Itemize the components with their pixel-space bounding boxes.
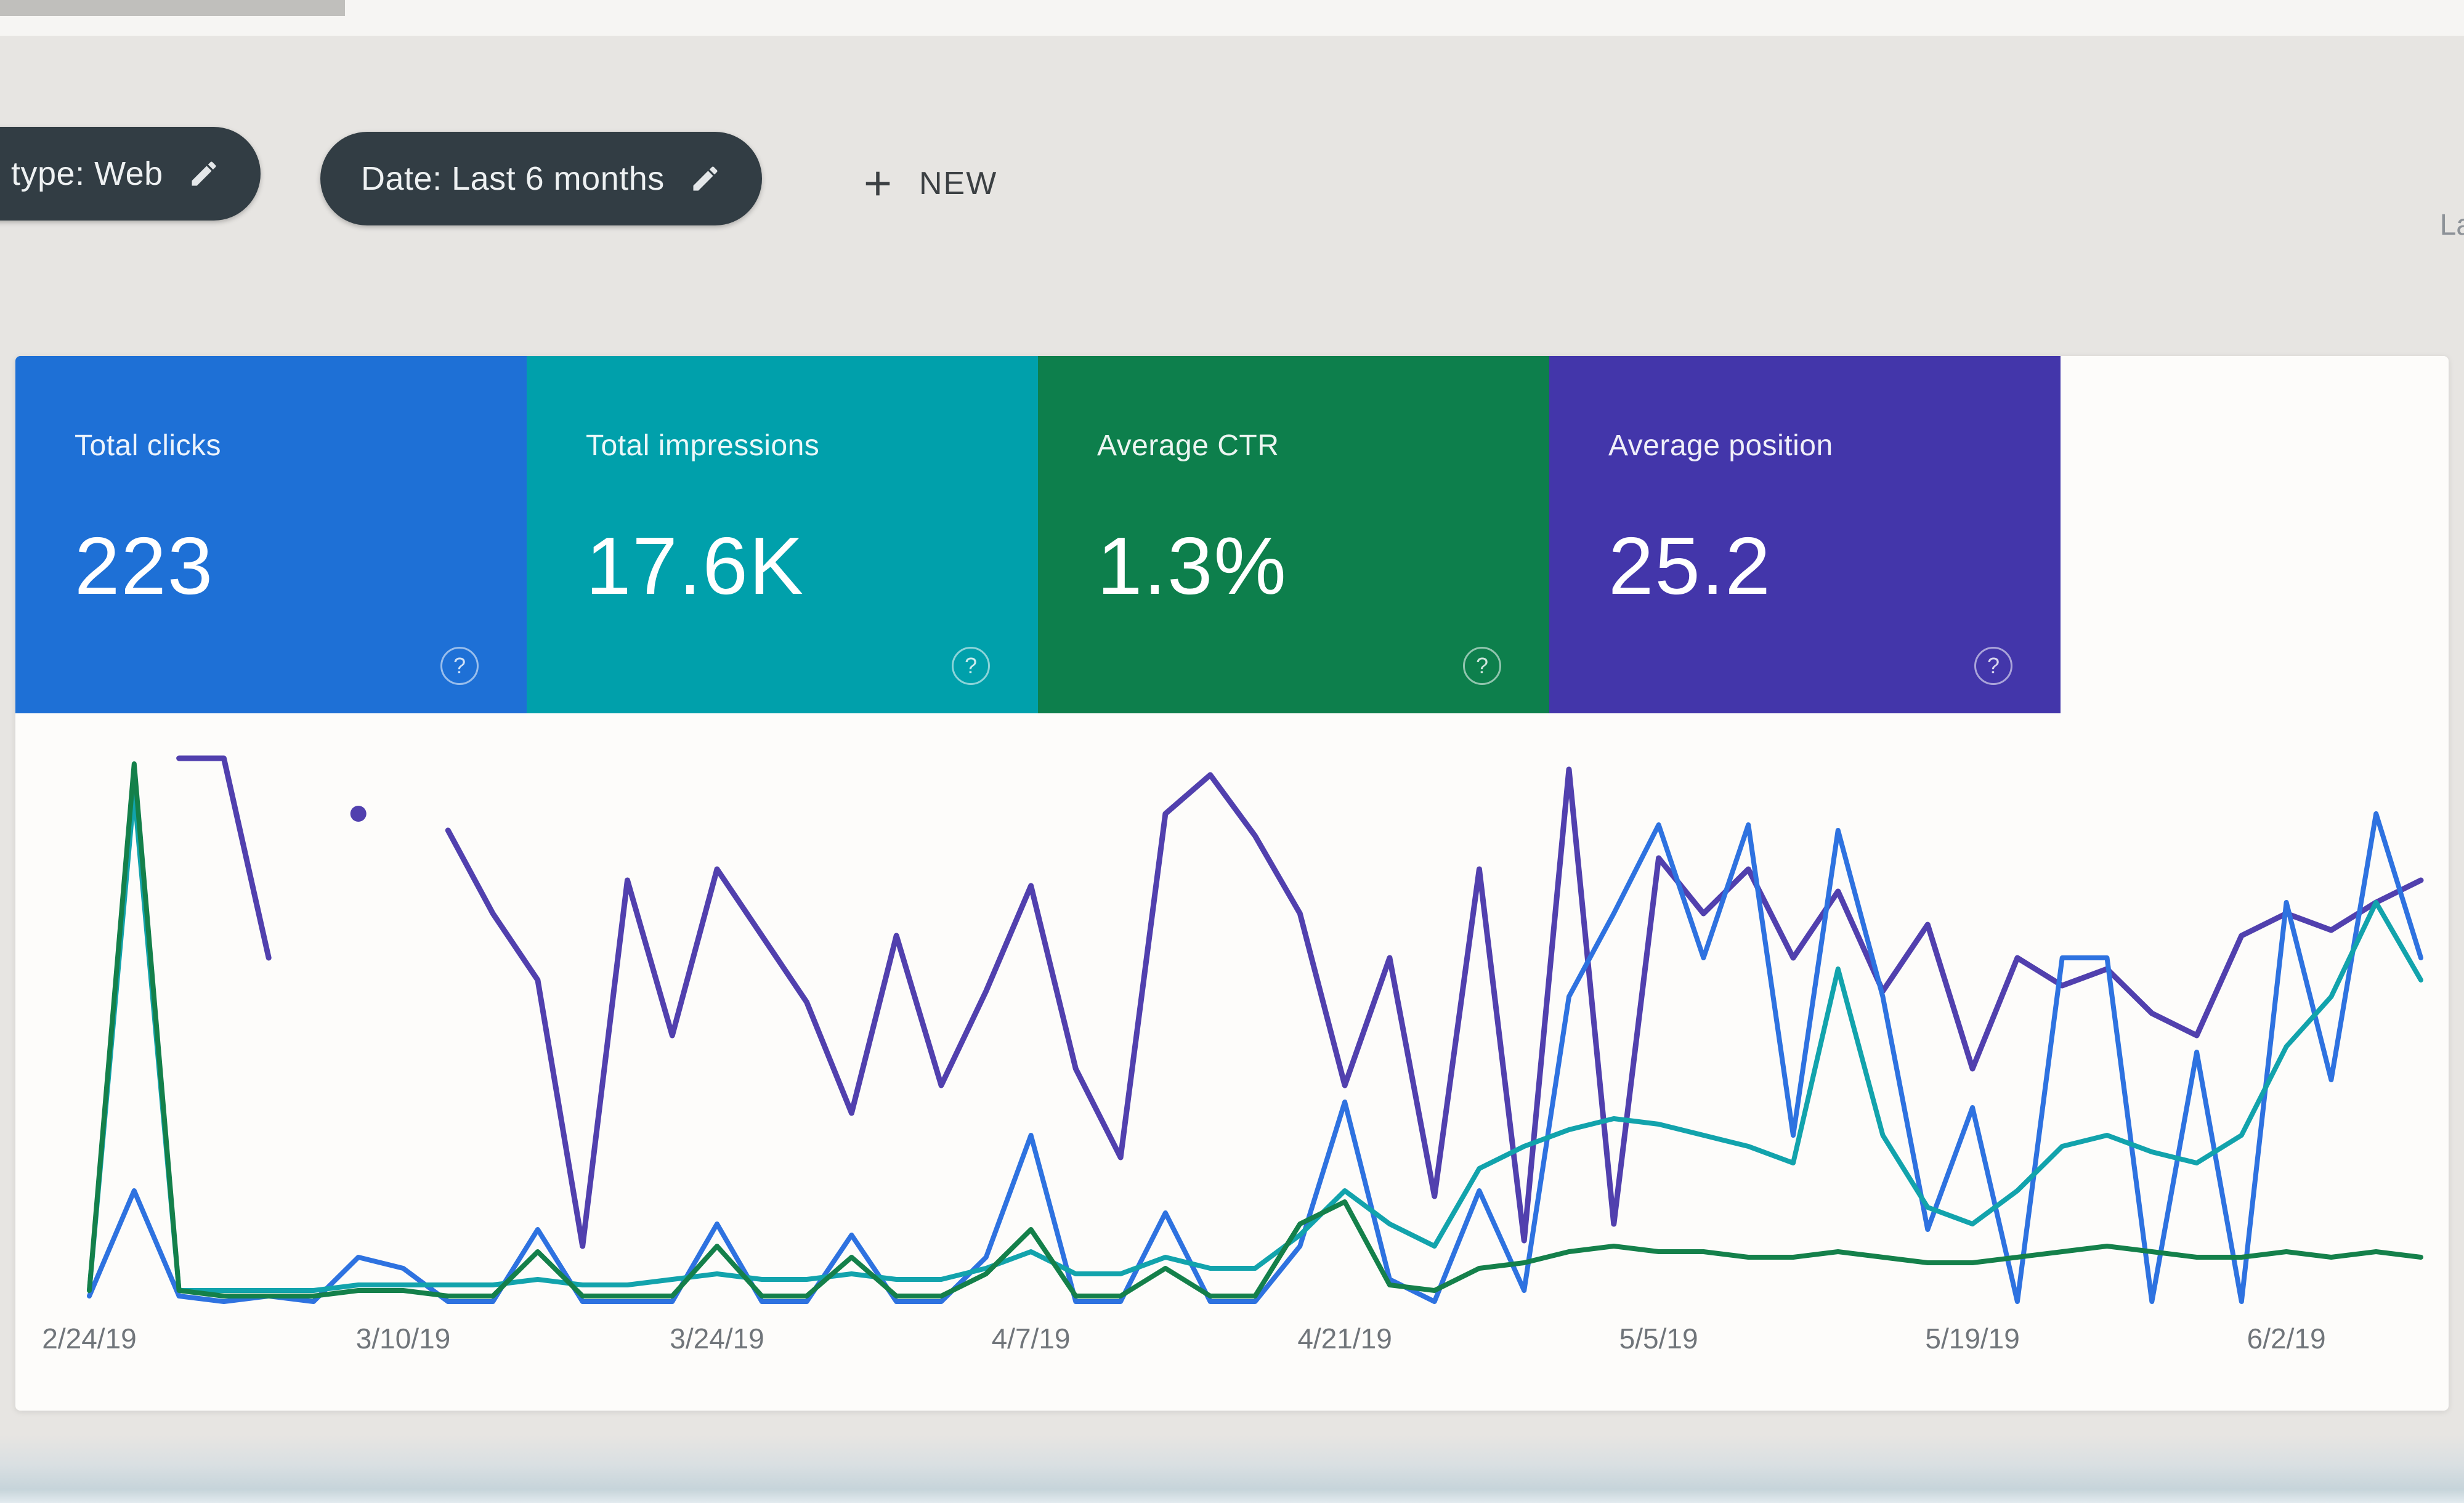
last-updated-truncated-text: La xyxy=(2439,209,2464,241)
search-type-filter-chip[interactable]: type: Web xyxy=(0,127,261,221)
question-mark-glyph: ? xyxy=(1987,653,2000,678)
filter-bar: type: Web Date: Last 6 months NEW La xyxy=(0,0,2464,320)
card-value: 17.6K xyxy=(586,521,804,611)
new-filter-button[interactable]: NEW xyxy=(857,147,997,221)
edit-pencil-icon[interactable] xyxy=(689,163,721,195)
series-line xyxy=(176,755,272,961)
series-line xyxy=(87,761,2423,1298)
help-icon[interactable]: ? xyxy=(1463,647,1501,685)
series-line xyxy=(87,789,2423,1293)
series-line xyxy=(87,811,2423,1304)
total-impressions-card[interactable]: Total impressions 17.6K ? xyxy=(527,356,1038,713)
plus-icon xyxy=(857,163,898,204)
card-label: Average CTR xyxy=(1097,429,1279,462)
card-value: 223 xyxy=(75,521,214,611)
help-icon[interactable]: ? xyxy=(1974,647,2012,685)
card-value: 1.3% xyxy=(1097,521,1287,611)
date-range-filter-chip[interactable]: Date: Last 6 months xyxy=(320,132,762,225)
question-mark-glyph: ? xyxy=(453,653,466,678)
x-axis-label: 5/19/19 xyxy=(1925,1323,2020,1355)
x-axis-label: 4/21/19 xyxy=(1297,1323,1392,1355)
isolated-data-point xyxy=(350,806,367,822)
question-mark-glyph: ? xyxy=(964,653,978,678)
x-axis-label: 3/24/19 xyxy=(670,1323,764,1355)
average-position-card[interactable]: Average position 25.2 ? xyxy=(1549,356,2061,713)
card-label: Average position xyxy=(1608,429,1833,462)
question-mark-glyph: ? xyxy=(1475,653,1489,678)
screen-top-strip xyxy=(0,0,2464,36)
performance-line-chart-canvas xyxy=(87,755,2424,1304)
screen-bottom-bezel xyxy=(0,1435,2464,1503)
x-axis-label: 4/7/19 xyxy=(991,1323,1071,1355)
performance-panel: Total clicks 223 ? Total impressions 17.… xyxy=(15,356,2449,1411)
edit-pencil-icon[interactable] xyxy=(188,158,220,190)
card-label: Total impressions xyxy=(586,429,820,462)
total-clicks-card[interactable]: Total clicks 223 ? xyxy=(15,356,527,713)
performance-chart[interactable]: 2/24/19 3/10/19 3/24/19 4/7/19 4/21/19 5/5/19… xyxy=(15,713,2449,1411)
x-axis-label: 3/10/19 xyxy=(355,1323,451,1355)
x-axis-label: 5/5/19 xyxy=(1619,1323,1698,1355)
new-button-label: NEW xyxy=(919,166,998,201)
date-chip-label: Date: Last 6 months xyxy=(361,160,665,197)
help-icon[interactable]: ? xyxy=(952,647,990,685)
card-value: 25.2 xyxy=(1608,521,1772,611)
x-axis-label: 6/2/19 xyxy=(2247,1323,2326,1355)
card-label: Total clicks xyxy=(75,429,222,462)
x-axis-label: 2/24/19 xyxy=(42,1323,137,1355)
series-line xyxy=(445,766,2424,1249)
x-axis-labels: 2/24/19 3/10/19 3/24/19 4/7/19 4/21/19 5/5/19… xyxy=(15,1322,2449,1377)
metric-cards-row: Total clicks 223 ? Total impressions 17.… xyxy=(15,356,2061,713)
help-icon[interactable]: ? xyxy=(440,647,479,685)
photo-corner-artifact xyxy=(0,0,345,16)
search-type-chip-label: type: Web xyxy=(11,155,163,192)
average-ctr-card[interactable]: Average CTR 1.3% ? xyxy=(1038,356,1549,713)
